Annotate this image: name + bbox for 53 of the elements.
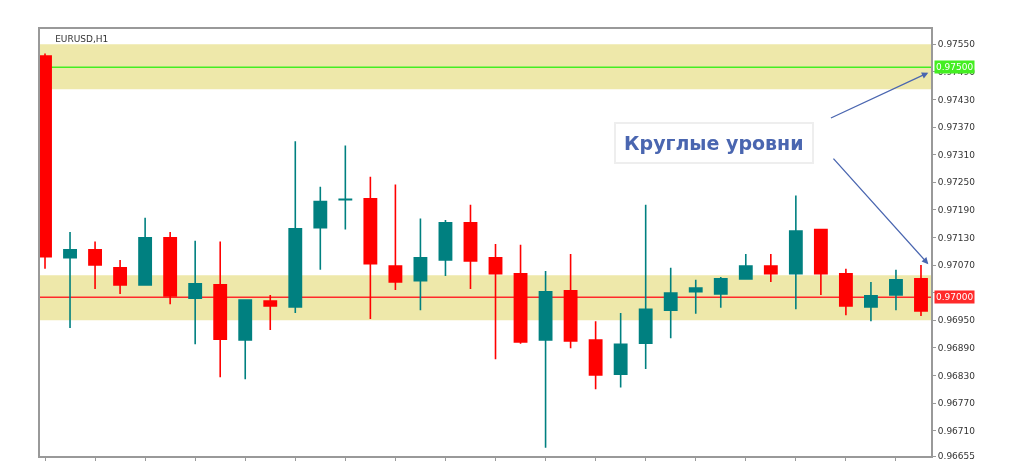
candlestick [838,267,853,316]
candlestick [413,217,428,311]
y-tick-label: 0.97190 [937,204,976,215]
candlestick [513,244,528,345]
candlestick [688,278,703,315]
candlestick [914,264,928,317]
y-tick-label: 0.97070 [937,260,976,271]
candlestick [88,240,102,290]
candlestick [663,267,678,340]
candlestick [864,281,878,322]
candlestick [463,203,478,290]
candlestick [188,239,203,345]
candlestick [438,219,453,277]
candlestick [538,270,553,449]
candlestick [238,299,253,380]
y-tick-label: 0.96655 [937,451,976,462]
candlestick [138,216,153,287]
candlestick [788,194,803,311]
y-tick-label: 0.97310 [937,149,976,160]
candlestick [163,231,178,305]
y-tick-label: 0.97430 [937,94,976,105]
y-tick-label: 0.97370 [937,122,976,133]
candlestick [63,231,77,329]
candlestick [338,144,353,231]
candlestick [488,243,503,361]
candlestick [113,259,128,295]
ref-line-label: 0.97500 [936,62,974,72]
candlestick [588,320,603,391]
candlestick [613,312,628,389]
candlestick [313,186,328,271]
text: EURUSD,H1 [55,33,109,44]
y-tick-label: 0.97130 [937,232,976,243]
y-tick-label: 0.96890 [937,343,976,354]
y-tick-label: 0.97250 [937,177,976,188]
candlestick [213,240,228,379]
y-tick-label: 0.96710 [937,425,976,436]
candlestick [263,294,278,331]
y-tick-label: 0.96770 [937,398,976,409]
candlestick [563,253,578,350]
candlestick [638,203,653,370]
candlestick [713,276,728,309]
annotation: Круглые уровни [624,132,804,154]
candlestick [889,268,903,311]
y-tick-label: 0.96950 [937,315,976,326]
ref-line-label: 0.97000 [936,292,974,302]
candlestick [738,253,753,281]
candlestick [363,175,378,320]
candlestick [763,253,778,283]
y-tick-label: 0.97550 [937,39,976,50]
candlestick [288,140,303,314]
candlestick [813,228,828,296]
candlestick [388,183,403,291]
y-tick-label: 0.96830 [937,370,976,381]
